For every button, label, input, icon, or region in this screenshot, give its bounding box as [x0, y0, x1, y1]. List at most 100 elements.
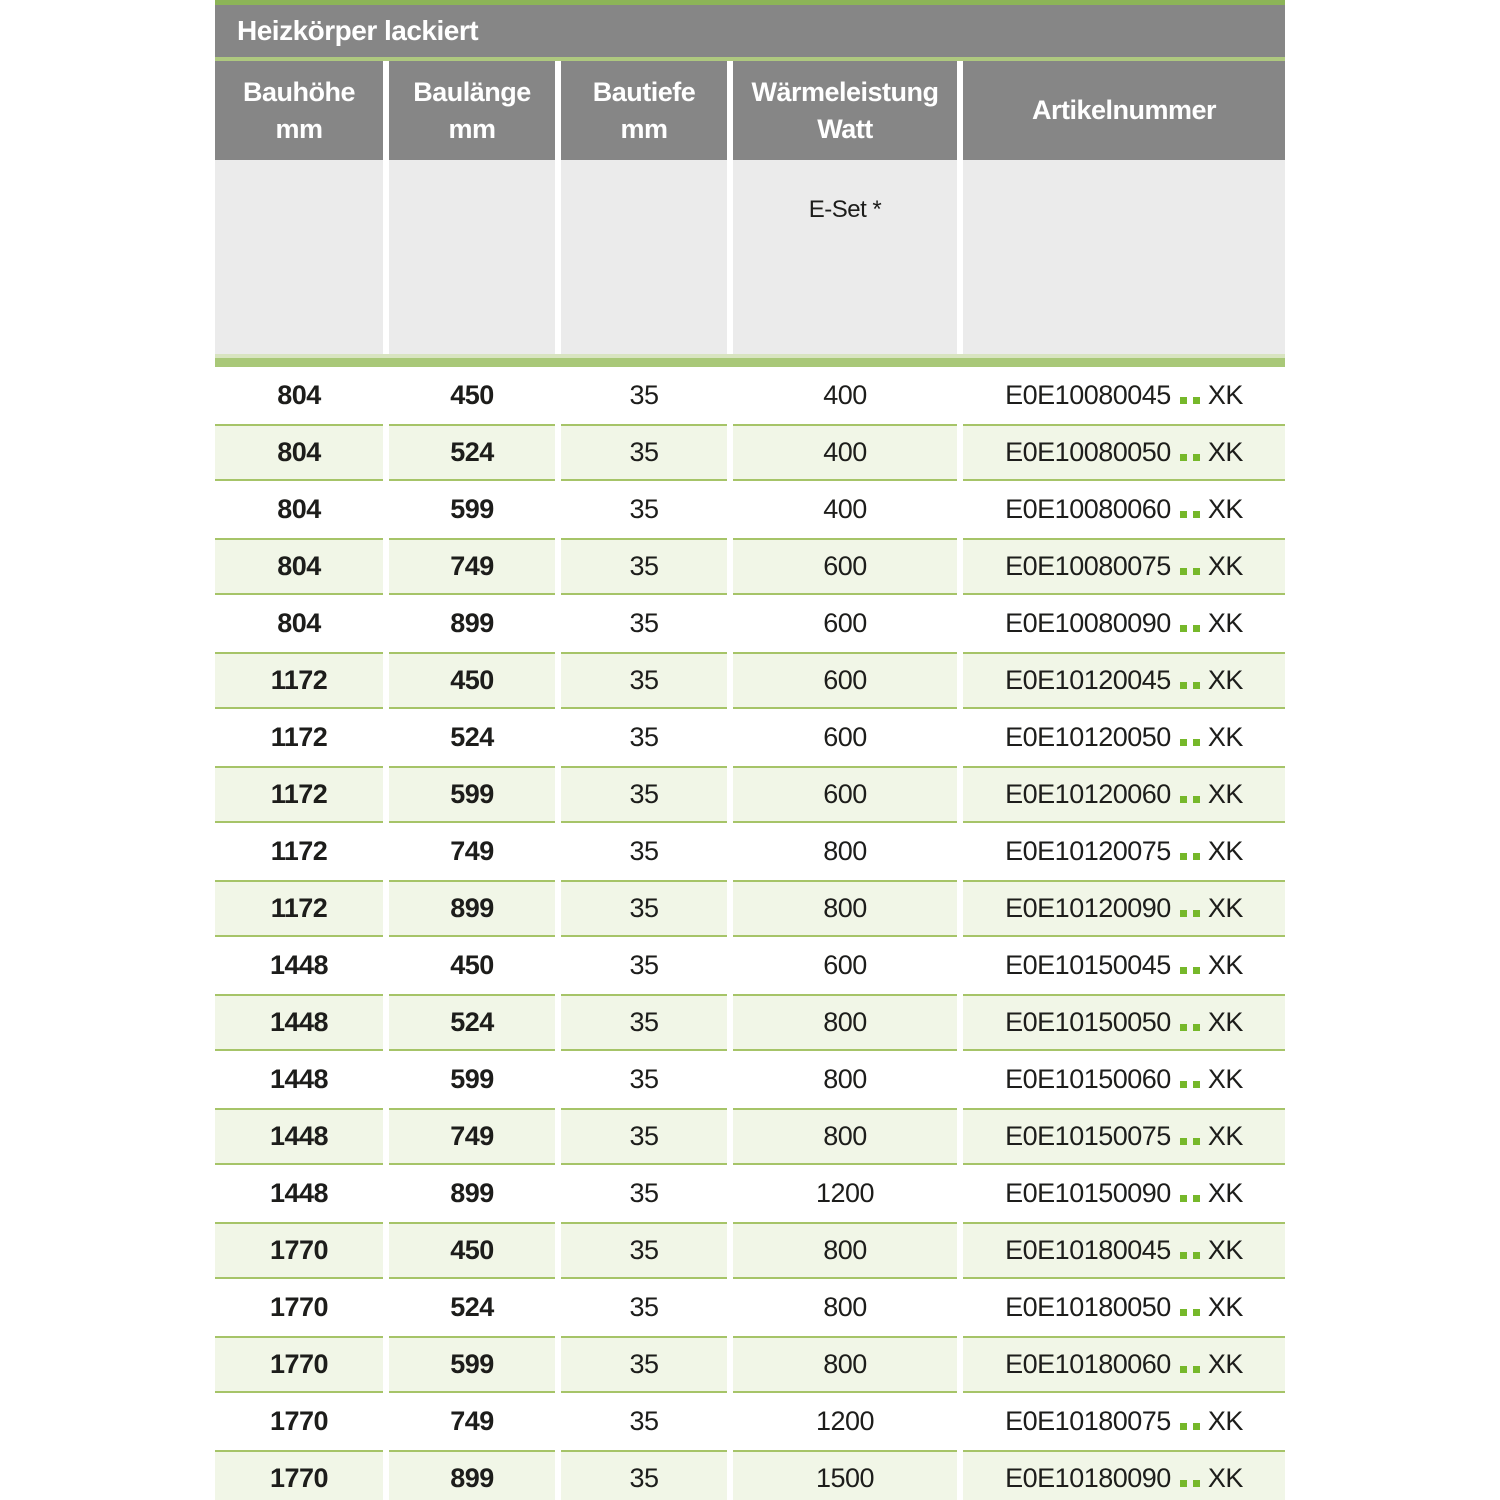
table-row: 1172 899 35 800 E0E10120090 XK [215, 880, 1285, 937]
cell-watt: 600 [733, 538, 957, 595]
placeholder-dot-icon [1179, 1024, 1187, 1031]
column-unit: mm [620, 113, 668, 144]
article-number-prefix: E0E10120050 [1005, 722, 1171, 752]
cell-artikelnummer: E0E10180075 XK [963, 1393, 1285, 1450]
cell-bautiefe: 35 [561, 823, 727, 880]
article-number-suffix: XK [1207, 1463, 1244, 1493]
placeholder-dot-icon [1179, 1366, 1187, 1373]
placeholder-dot-icon [1192, 682, 1200, 689]
cell-bauhoehe: 804 [215, 538, 383, 595]
cell-bautiefe: 35 [561, 1165, 727, 1222]
cell-watt: 800 [733, 880, 957, 937]
placeholder-dot-icon [1179, 1309, 1187, 1316]
cell-baulaenge: 599 [389, 1336, 555, 1393]
cell-baulaenge: 599 [389, 766, 555, 823]
article-number-prefix: E0E10180090 [1005, 1463, 1171, 1493]
table-row: 1770 524 35 800 E0E10180050 XK [215, 1279, 1285, 1336]
cell-baulaenge: 450 [389, 937, 555, 994]
placeholder-dot-icon [1192, 625, 1200, 632]
cell-bautiefe: 35 [561, 1450, 727, 1500]
column-header-bautiefe: Bautiefe mm [561, 61, 727, 160]
placeholder-dot-icon [1179, 853, 1187, 860]
cell-bautiefe: 35 [561, 595, 727, 652]
subheader-separator-dark [215, 358, 1285, 367]
cell-artikelnummer: E0E10180050 XK [963, 1279, 1285, 1336]
article-number-prefix: E0E10120090 [1005, 893, 1171, 923]
placeholder-dot-icon [1179, 397, 1187, 404]
column-header-baulaenge: Baulänge mm [389, 61, 555, 160]
subheader-cell-empty [561, 160, 727, 354]
cell-baulaenge: 899 [389, 595, 555, 652]
article-number-suffix: XK [1207, 893, 1244, 923]
article-number-prefix: E0E10150075 [1005, 1121, 1171, 1151]
article-number-suffix: XK [1207, 779, 1244, 809]
table-row: 1448 749 35 800 E0E10150075 XK [215, 1108, 1285, 1165]
cell-bauhoehe: 804 [215, 595, 383, 652]
cell-baulaenge: 899 [389, 880, 555, 937]
cell-baulaenge: 450 [389, 652, 555, 709]
article-number-suffix: XK [1207, 1349, 1244, 1379]
article-number-prefix: E0E10150050 [1005, 1007, 1171, 1037]
placeholder-dot-icon [1192, 1480, 1200, 1487]
column-unit: mm [275, 113, 323, 144]
cell-artikelnummer: E0E10120075 XK [963, 823, 1285, 880]
cell-artikelnummer: E0E10150045 XK [963, 937, 1285, 994]
cell-watt: 800 [733, 823, 957, 880]
table-row: 804 524 35 400 E0E10080050 XK [215, 424, 1285, 481]
cell-bauhoehe: 1770 [215, 1336, 383, 1393]
cell-baulaenge: 450 [389, 1222, 555, 1279]
cell-watt: 800 [733, 1279, 957, 1336]
placeholder-dot-icon [1179, 625, 1187, 632]
article-number-suffix: XK [1207, 1178, 1244, 1208]
placeholder-dot-icon [1192, 739, 1200, 746]
table-row: 1448 450 35 600 E0E10150045 XK [215, 937, 1285, 994]
table-row: 1770 899 35 1500 E0E10180090 XK [215, 1450, 1285, 1500]
placeholder-dot-icon [1179, 796, 1187, 803]
column-unit: mm [448, 113, 496, 144]
table-row: 1770 749 35 1200 E0E10180075 XK [215, 1393, 1285, 1450]
placeholder-dot-icon [1192, 454, 1200, 461]
cell-bautiefe: 35 [561, 994, 727, 1051]
cell-bautiefe: 35 [561, 709, 727, 766]
article-number-suffix: XK [1207, 380, 1244, 410]
article-number-suffix: XK [1207, 1235, 1244, 1265]
table-row: 1448 899 35 1200 E0E10150090 XK [215, 1165, 1285, 1222]
table-row: 804 450 35 400 E0E10080045 XK [215, 367, 1285, 424]
cell-bautiefe: 35 [561, 1051, 727, 1108]
placeholder-dot-icon [1179, 1081, 1187, 1088]
cell-artikelnummer: E0E10080050 XK [963, 424, 1285, 481]
cell-bauhoehe: 1770 [215, 1393, 383, 1450]
article-number-prefix: E0E10180060 [1005, 1349, 1171, 1379]
article-number-prefix: E0E10150090 [1005, 1178, 1171, 1208]
article-number-suffix: XK [1207, 1121, 1244, 1151]
table-row: 1770 450 35 800 E0E10180045 XK [215, 1222, 1285, 1279]
article-number-suffix: XK [1207, 437, 1244, 467]
placeholder-dot-icon [1192, 1138, 1200, 1145]
table-row: 1448 524 35 800 E0E10150050 XK [215, 994, 1285, 1051]
cell-artikelnummer: E0E10080075 XK [963, 538, 1285, 595]
cell-bautiefe: 35 [561, 937, 727, 994]
cell-bauhoehe: 804 [215, 367, 383, 424]
table-row: 1172 599 35 600 E0E10120060 XK [215, 766, 1285, 823]
table-row: 804 899 35 600 E0E10080090 XK [215, 595, 1285, 652]
placeholder-dot-icon [1179, 1480, 1187, 1487]
subheader-cell-empty [215, 160, 383, 354]
column-label: Artikelnummer [1031, 95, 1217, 126]
cell-bauhoehe: 1172 [215, 766, 383, 823]
cell-artikelnummer: E0E10120060 XK [963, 766, 1285, 823]
cell-artikelnummer: E0E10120050 XK [963, 709, 1285, 766]
article-number-prefix: E0E10150060 [1005, 1064, 1171, 1094]
article-number-prefix: E0E10120060 [1005, 779, 1171, 809]
cell-bauhoehe: 1448 [215, 994, 383, 1051]
cell-artikelnummer: E0E10080060 XK [963, 481, 1285, 538]
top-accent-bar [215, 0, 1285, 5]
placeholder-dot-icon [1192, 511, 1200, 518]
cell-baulaenge: 524 [389, 709, 555, 766]
cell-watt: 400 [733, 481, 957, 538]
cell-watt: 800 [733, 1222, 957, 1279]
cell-artikelnummer: E0E10180090 XK [963, 1450, 1285, 1500]
article-number-suffix: XK [1207, 551, 1244, 581]
cell-bauhoehe: 1448 [215, 1051, 383, 1108]
cell-bautiefe: 35 [561, 481, 727, 538]
cell-watt: 600 [733, 766, 957, 823]
